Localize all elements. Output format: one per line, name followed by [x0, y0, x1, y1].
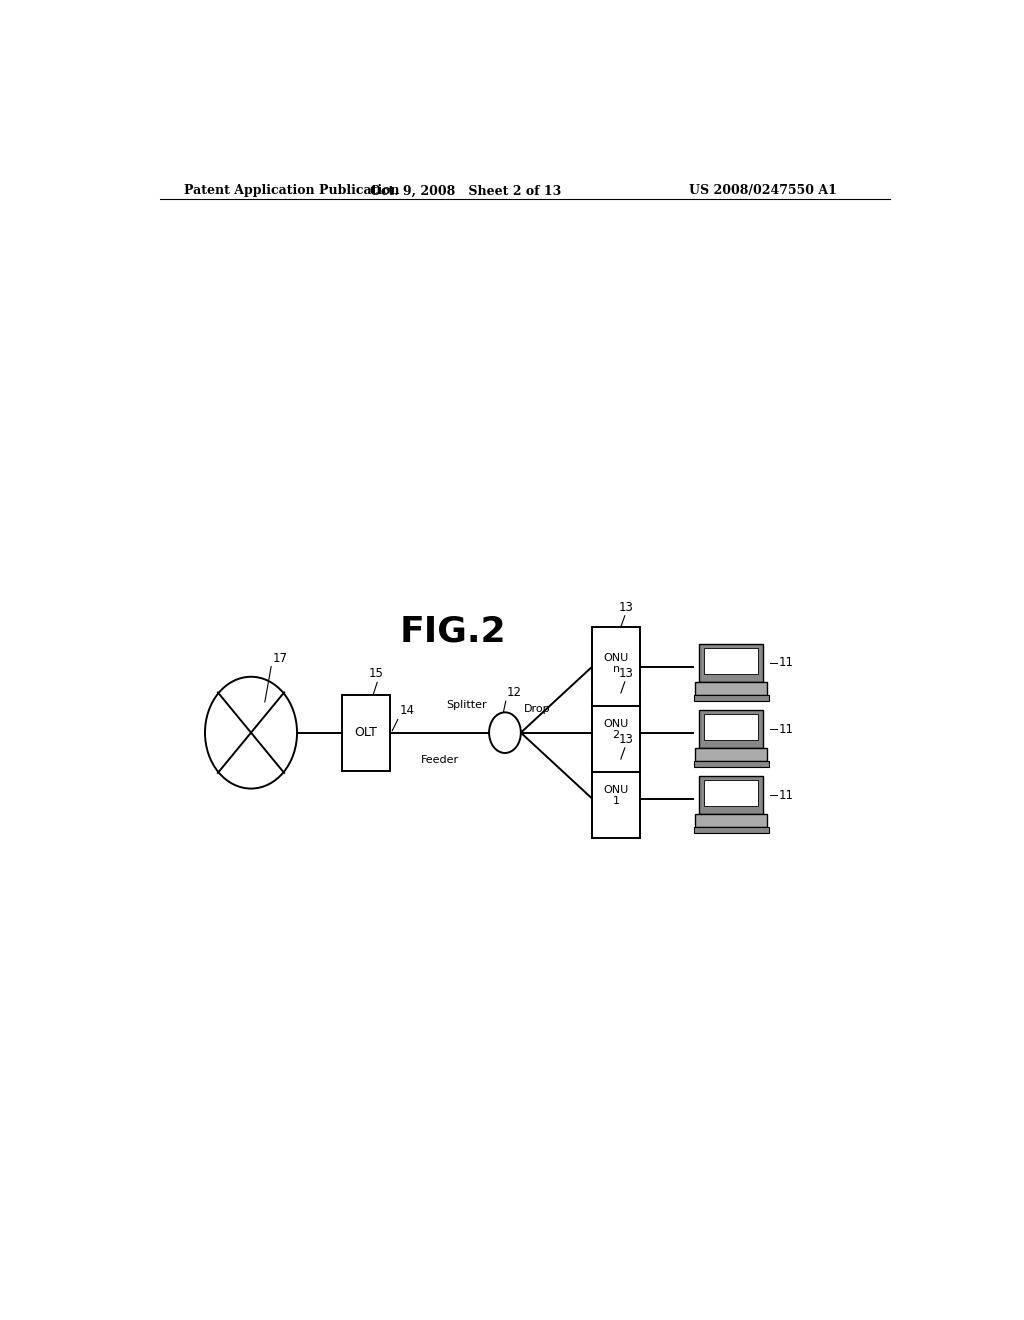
- Text: 15: 15: [369, 668, 383, 680]
- Bar: [342, 694, 390, 771]
- Ellipse shape: [205, 677, 297, 788]
- Bar: [693, 696, 769, 701]
- Text: Splitter: Splitter: [446, 701, 486, 710]
- Text: Feeder: Feeder: [421, 755, 459, 766]
- Text: Oct. 9, 2008   Sheet 2 of 13: Oct. 9, 2008 Sheet 2 of 13: [370, 185, 561, 198]
- Bar: [695, 814, 767, 828]
- Text: 12: 12: [507, 686, 521, 700]
- Bar: [592, 693, 640, 772]
- Text: 11: 11: [778, 656, 794, 669]
- Text: ONU
2: ONU 2: [603, 719, 629, 741]
- Bar: [699, 644, 763, 682]
- Text: Drop: Drop: [524, 705, 551, 714]
- Text: ONU
n: ONU n: [603, 653, 629, 675]
- Bar: [693, 762, 769, 767]
- Circle shape: [489, 713, 521, 752]
- Bar: [699, 776, 763, 814]
- Text: 13: 13: [618, 733, 633, 746]
- Text: 13: 13: [618, 667, 633, 680]
- Text: US 2008/0247550 A1: US 2008/0247550 A1: [689, 185, 837, 198]
- Bar: [592, 627, 640, 706]
- Text: Patent Application Publication: Patent Application Publication: [183, 185, 399, 198]
- Bar: [705, 714, 758, 741]
- Text: FIG.2: FIG.2: [400, 614, 507, 648]
- Bar: [705, 780, 758, 807]
- Bar: [592, 759, 640, 838]
- Bar: [693, 828, 769, 833]
- Bar: [695, 748, 767, 762]
- Text: 14: 14: [399, 705, 415, 718]
- Bar: [695, 682, 767, 696]
- Text: 13: 13: [618, 601, 633, 614]
- Text: 11: 11: [778, 788, 794, 801]
- Bar: [699, 710, 763, 748]
- Text: 11: 11: [778, 722, 794, 735]
- Text: 17: 17: [272, 652, 288, 664]
- Text: OLT: OLT: [354, 726, 378, 739]
- Bar: [705, 648, 758, 675]
- Text: ONU
1: ONU 1: [603, 785, 629, 807]
